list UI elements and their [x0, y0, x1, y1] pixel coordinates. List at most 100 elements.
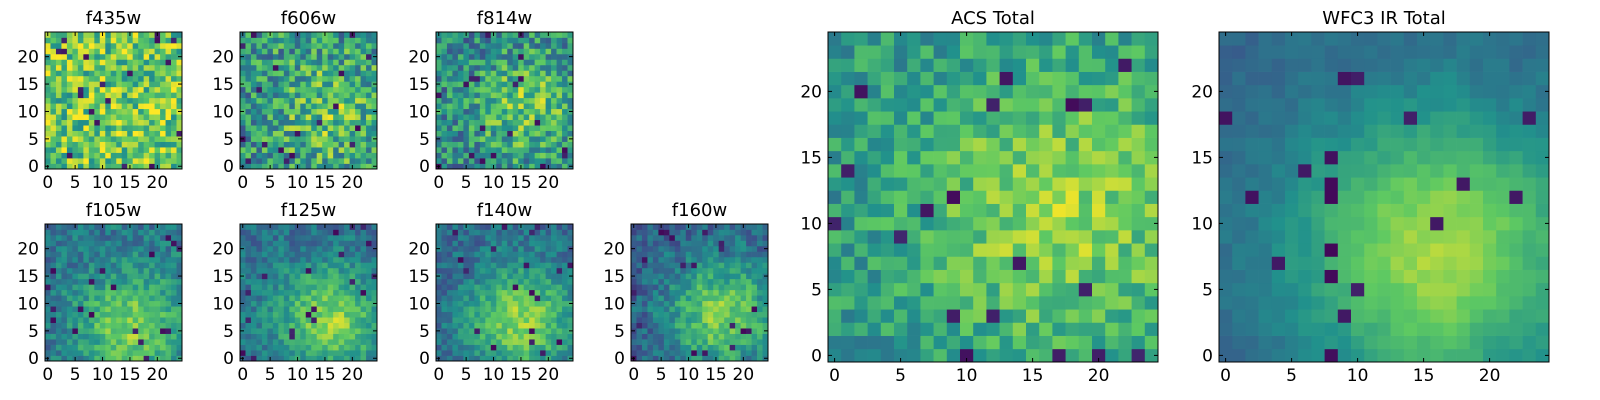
heatmap-cell: [143, 64, 150, 71]
heatmap-cell: [474, 322, 481, 329]
heatmap-cell: [316, 224, 323, 230]
heatmap-cell: [300, 355, 307, 362]
heatmap-cell: [283, 130, 290, 137]
heatmap-cell: [121, 339, 128, 345]
heatmap-cell: [490, 114, 497, 121]
heatmap-cell: [507, 289, 514, 296]
heatmap-cell: [490, 328, 497, 334]
heatmap-cell: [250, 224, 257, 230]
heatmap-cell: [707, 300, 714, 307]
heatmap-cell: [371, 125, 378, 131]
heatmap-cell: [171, 229, 177, 236]
heatmap-cell: [261, 355, 268, 362]
heatmap-cell: [349, 240, 356, 247]
heatmap-cell: [685, 333, 692, 340]
x-tick-label: 0: [433, 173, 444, 193]
heatmap-cell: [567, 295, 574, 302]
heatmap-cell: [45, 284, 51, 291]
heatmap-cell: [165, 251, 172, 258]
heatmap-cell: [441, 289, 448, 296]
heatmap-cell: [355, 141, 361, 148]
heatmap-cell: [735, 322, 741, 329]
heatmap-cell: [647, 256, 654, 263]
heatmap-cell: [116, 350, 123, 356]
heatmap-cell: [305, 289, 312, 296]
heatmap-cell: [1144, 216, 1159, 231]
heatmap-cell: [305, 350, 312, 356]
heatmap-cell: [83, 130, 90, 137]
heatmap-cell: [160, 86, 166, 93]
heatmap-cell: [986, 348, 1000, 363]
heatmap-cell: [127, 136, 134, 142]
heatmap-cell: [1052, 177, 1066, 191]
heatmap-cell: [105, 267, 112, 274]
heatmap-cell: [674, 322, 681, 329]
heatmap-cell: [55, 152, 62, 159]
heatmap-cell: [311, 251, 318, 258]
heatmap-cell: [327, 251, 334, 258]
heatmap-cell: [360, 64, 367, 71]
heatmap-cell: [674, 256, 681, 263]
heatmap-cell: [355, 317, 361, 323]
heatmap-cell: [256, 130, 263, 137]
heatmap-cell: [751, 344, 758, 351]
heatmap-cell: [485, 136, 492, 142]
heatmap-cell: [61, 42, 68, 49]
heatmap-cell: [707, 289, 714, 296]
heatmap-cell: [143, 81, 150, 88]
y-tick-label: 15: [408, 75, 430, 95]
heatmap-cell: [327, 59, 334, 66]
heatmap-cell: [691, 328, 698, 334]
heatmap-cell: [534, 48, 541, 55]
heatmap-cell: [496, 256, 503, 263]
heatmap-cell: [121, 317, 128, 323]
heatmap-cell: [322, 103, 329, 110]
heatmap-cell: [674, 262, 681, 269]
heatmap-cell: [960, 348, 974, 363]
heatmap-cell: [474, 289, 481, 296]
heatmap-cell: [55, 328, 62, 334]
heatmap-cell: [534, 306, 541, 313]
heatmap-cell: [349, 48, 356, 55]
heatmap-cell: [735, 251, 741, 258]
y-tick-label: 20: [408, 240, 430, 260]
y-tick-label: 20: [603, 240, 625, 260]
heatmap-cell: [278, 234, 285, 241]
heatmap-cell: [250, 229, 257, 236]
heatmap-cell: [143, 48, 150, 55]
heatmap-cell: [452, 295, 459, 302]
heatmap-cell: [960, 309, 974, 323]
heatmap-cell: [77, 328, 84, 334]
heatmap-cell: [160, 273, 166, 280]
heatmap-cell: [322, 70, 329, 77]
heatmap-cell: [436, 234, 442, 241]
heatmap-cell: [50, 234, 57, 241]
heatmap-cell: [446, 119, 453, 126]
heatmap-cell: [545, 229, 552, 236]
heatmap-cell: [300, 333, 307, 340]
heatmap-cell: [907, 282, 921, 297]
heatmap-cell: [562, 59, 568, 66]
heatmap-cell: [289, 295, 296, 302]
x-tick-label: 5: [461, 365, 472, 385]
heatmap-cell: [355, 256, 361, 263]
heatmap-cell: [523, 344, 530, 351]
heatmap-cell: [256, 350, 263, 356]
heatmap-cell: [88, 53, 95, 60]
heatmap-cell: [149, 147, 155, 153]
heatmap-cell: [256, 53, 263, 60]
heatmap-cell: [83, 75, 90, 82]
heatmap-cell: [1118, 243, 1132, 257]
heatmap-cell: [735, 267, 741, 274]
heatmap-cell: [441, 322, 448, 329]
heatmap-cell: [250, 81, 257, 88]
heatmap-cell: [636, 273, 643, 280]
heatmap-cell: [316, 64, 323, 71]
heatmap-cell: [240, 86, 246, 93]
heatmap-cell: [724, 300, 730, 307]
heatmap-cell: [349, 311, 356, 318]
heatmap-cell: [283, 328, 290, 334]
heatmap-cell: [66, 295, 73, 302]
heatmap-cell: [344, 333, 350, 340]
